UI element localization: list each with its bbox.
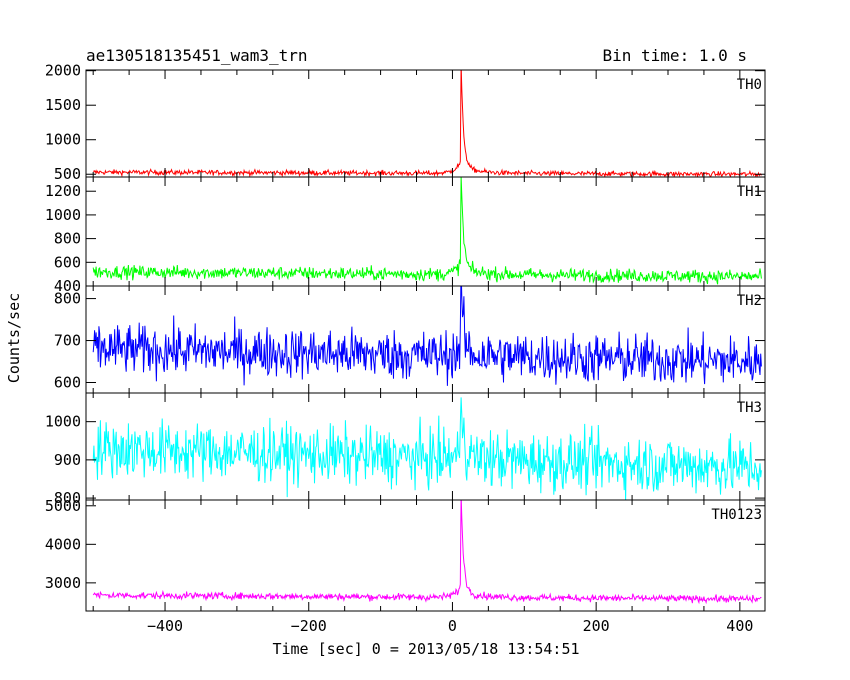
series-line-th1 — [92, 177, 762, 285]
panel-label-th0: TH0 — [737, 77, 762, 93]
y-tick-label: 2000 — [45, 62, 81, 80]
series-line-th0123 — [92, 500, 762, 605]
panel-frame — [85, 69, 766, 178]
chart-title: ae130518135451_wam3_trn — [86, 46, 308, 65]
y-tick-label: 4000 — [45, 535, 81, 553]
y-tick-label: 1200 — [45, 182, 81, 200]
x-tick-label: −400 — [147, 617, 183, 635]
y-tick-label: 1500 — [45, 96, 81, 114]
panel-th0123: 3000 4000 5000 TH0123 — [45, 497, 766, 612]
x-tick-label: 200 — [583, 617, 610, 635]
y-tick-label: 1000 — [45, 413, 81, 431]
x-axis-label: Time [sec] 0 = 2013/05/18 13:54:51 — [272, 640, 579, 658]
y-tick-label: 800 — [54, 230, 81, 248]
panel-th3: 800 900 1000 TH3 — [45, 392, 766, 507]
x-tick-label: 400 — [726, 617, 753, 635]
panel-frame — [85, 499, 766, 612]
y-tick-label: 5000 — [45, 497, 81, 515]
y-axis-label: Counts/sec — [5, 293, 23, 383]
y-tick-label: 900 — [54, 451, 81, 469]
x-tick-label: 0 — [448, 617, 457, 635]
bin-time-label: Bin time: 1.0 s — [603, 46, 748, 65]
y-tick-label: 600 — [54, 253, 81, 271]
panel-label-th2: TH2 — [737, 293, 762, 309]
series-line-th0 — [92, 70, 762, 177]
panel-th1: 400 600 800 1000 1200 TH1 — [45, 176, 766, 295]
panel-th0: 500 1000 1500 2000 TH0 — [45, 62, 766, 183]
y-tick-label: 1000 — [45, 206, 81, 224]
y-tick-label: 3000 — [45, 574, 81, 592]
x-tick-label: −200 — [291, 617, 327, 635]
y-tick-label: 800 — [54, 290, 81, 308]
y-tick-label: 1000 — [45, 131, 81, 149]
panel-label-th3: TH3 — [737, 400, 762, 416]
panel-label-th0123: TH0123 — [711, 507, 762, 523]
panel-frame — [85, 392, 766, 501]
y-tick-label: 700 — [54, 332, 81, 350]
y-tick-label: 600 — [54, 374, 81, 392]
y-tick-label: 800 — [54, 489, 81, 507]
y-tick-label: 400 — [54, 277, 81, 295]
panel-th2: 600 700 800 TH2 — [54, 285, 766, 394]
series-line-th3 — [92, 397, 762, 500]
series-line-th2 — [92, 286, 762, 386]
y-tick-label: 500 — [54, 165, 81, 183]
panel-label-th1: TH1 — [737, 184, 762, 200]
